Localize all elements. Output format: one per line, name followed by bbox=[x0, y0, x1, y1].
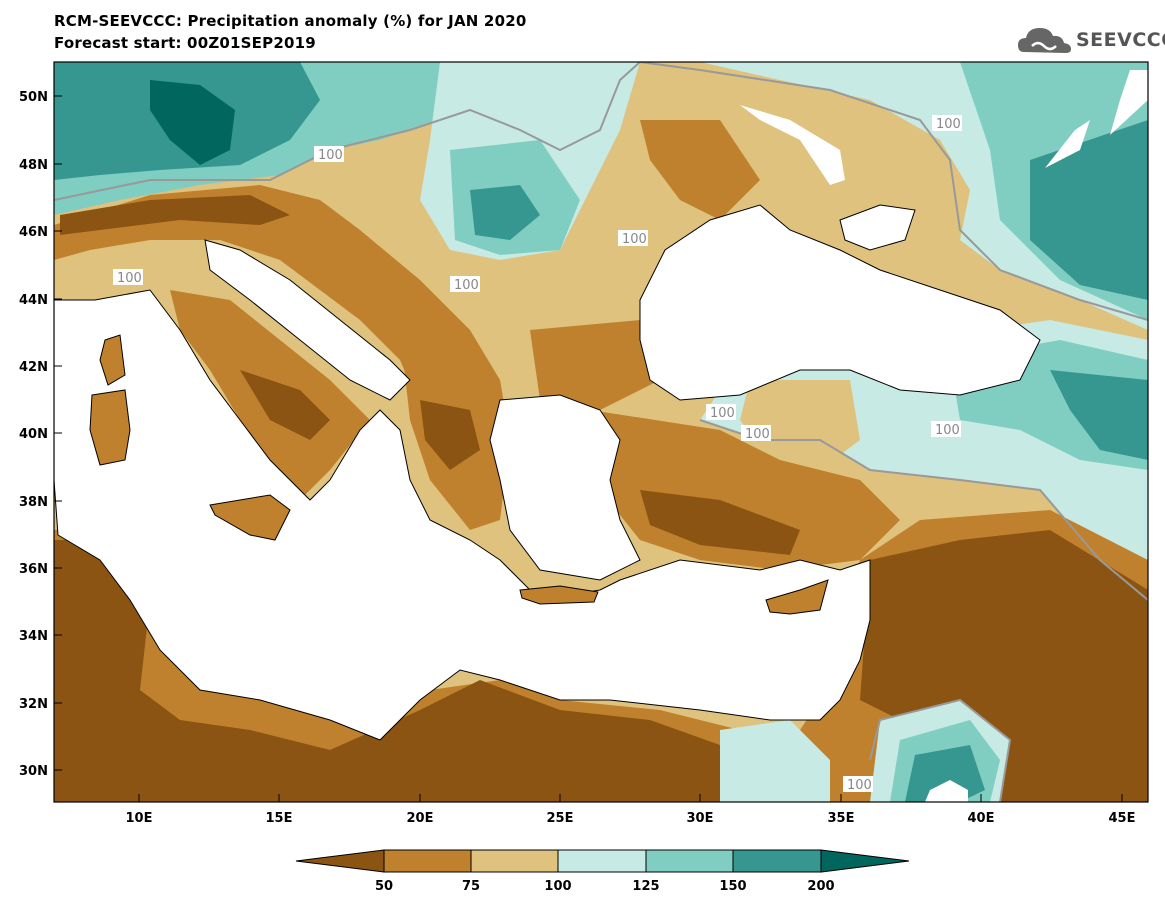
contour-label: 100 bbox=[454, 278, 479, 293]
contour-label: 100 bbox=[935, 423, 960, 438]
colorbar-segment bbox=[383, 849, 472, 873]
lon-label: 40E bbox=[968, 811, 995, 826]
contour-label: 100 bbox=[117, 271, 142, 286]
lat-label: 32N bbox=[19, 697, 48, 712]
colorbar-label: 75 bbox=[462, 879, 480, 894]
colorbar-segment bbox=[470, 849, 559, 873]
lat-label: 40N bbox=[19, 427, 48, 442]
anomaly-field bbox=[54, 62, 1148, 802]
seevccc-logo: SEEVCCC bbox=[1016, 22, 1165, 58]
contour-label: 100 bbox=[847, 778, 872, 793]
contour-label: 100 bbox=[936, 117, 961, 132]
contour-labels: 100 100 100 100 100 100 100 100 100 bbox=[113, 115, 962, 793]
lon-label: 20E bbox=[407, 811, 434, 826]
sea-areas bbox=[53, 70, 1148, 802]
lon-label: 10E bbox=[126, 811, 153, 826]
lon-label: 35E bbox=[828, 811, 855, 826]
map-frame bbox=[53, 61, 1149, 803]
lon-label: 15E bbox=[266, 811, 293, 826]
lat-label: 44N bbox=[19, 293, 48, 308]
contour-label: 100 bbox=[318, 148, 343, 163]
colorbar-label: 50 bbox=[375, 879, 393, 894]
logo-text: SEEVCCC bbox=[1076, 29, 1165, 51]
latitude-axis: 50N 48N 46N 44N 42N 40N 38N 36N 34N 32N … bbox=[19, 90, 62, 779]
colorbar-label: 150 bbox=[719, 879, 746, 894]
lon-label: 25E bbox=[547, 811, 574, 826]
cloud-logo-icon bbox=[1018, 28, 1071, 53]
lon-label: 45E bbox=[1109, 811, 1136, 826]
lat-label: 50N bbox=[19, 90, 48, 105]
lat-label: 30N bbox=[19, 764, 48, 779]
contour-label: 100 bbox=[745, 427, 770, 442]
longitude-axis: 10E 15E 20E 25E 30E 35E 40E 45E bbox=[126, 794, 1136, 826]
lat-label: 34N bbox=[19, 629, 48, 644]
contour-label: 100 bbox=[710, 406, 735, 421]
colorbar-segment bbox=[557, 849, 647, 873]
forecast-start-subtitle: Forecast start: 00Z01SEP2019 bbox=[54, 34, 316, 52]
colorbar-label: 200 bbox=[807, 879, 834, 894]
colorbar-segment bbox=[820, 849, 910, 873]
colorbar-segment bbox=[645, 849, 734, 873]
lat-label: 42N bbox=[19, 360, 48, 375]
lat-label: 38N bbox=[19, 495, 48, 510]
lat-label: 36N bbox=[19, 562, 48, 577]
map-title: RCM-SEEVCCC: Precipitation anomaly (%) f… bbox=[54, 12, 527, 30]
colorbar: 50 75 100 125 150 200 bbox=[295, 849, 910, 894]
colorbar-label: 125 bbox=[632, 879, 659, 894]
lon-label: 30E bbox=[687, 811, 714, 826]
lat-label: 46N bbox=[19, 225, 48, 240]
contour-label: 100 bbox=[622, 232, 647, 247]
lat-label: 48N bbox=[19, 158, 48, 173]
colorbar-label: 100 bbox=[544, 879, 571, 894]
colorbar-segment bbox=[732, 849, 822, 873]
colorbar-segment bbox=[295, 849, 385, 873]
